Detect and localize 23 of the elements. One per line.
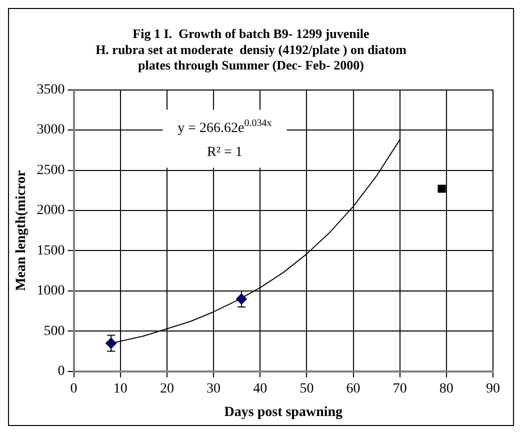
annotation: R² = 1 xyxy=(206,144,242,160)
y-tick-label: 2500 xyxy=(36,162,65,178)
x-tick-label: 30 xyxy=(206,381,221,396)
x-tick-label: 60 xyxy=(346,381,360,396)
x-tick-label: 40 xyxy=(253,381,268,396)
y-tick-label: 2000 xyxy=(36,203,65,218)
y-tick-label: 3500 xyxy=(36,82,65,98)
x-tick-label: 90 xyxy=(486,381,500,396)
x-tick-label: 70 xyxy=(392,381,407,396)
x-tick-label: 80 xyxy=(439,381,454,396)
y-tick-label: 1500 xyxy=(36,243,65,258)
point xyxy=(438,184,446,193)
y-tick-label: 500 xyxy=(44,324,65,339)
x-tick-label: 10 xyxy=(113,381,128,396)
x-tick-label: 20 xyxy=(160,381,174,396)
y-tick-label: 3000 xyxy=(36,122,65,138)
x-tick-label: 50 xyxy=(300,381,314,396)
chart-title: Fig 1 I. Growth of batch B9- 1299 juvenile H. rubra set at moderate densiy (4192/plate ) on diatom plates through Summer (Dec- Feb- 2000) xyxy=(96,26,407,72)
y-tick-label: 0 xyxy=(58,364,65,380)
y-tick-label: 1000 xyxy=(36,284,65,299)
y-axis-title: Mean length(micror xyxy=(14,170,30,291)
x-axis-title: Days post spawning xyxy=(224,405,343,420)
x-tick-label: 0 xyxy=(70,381,78,396)
